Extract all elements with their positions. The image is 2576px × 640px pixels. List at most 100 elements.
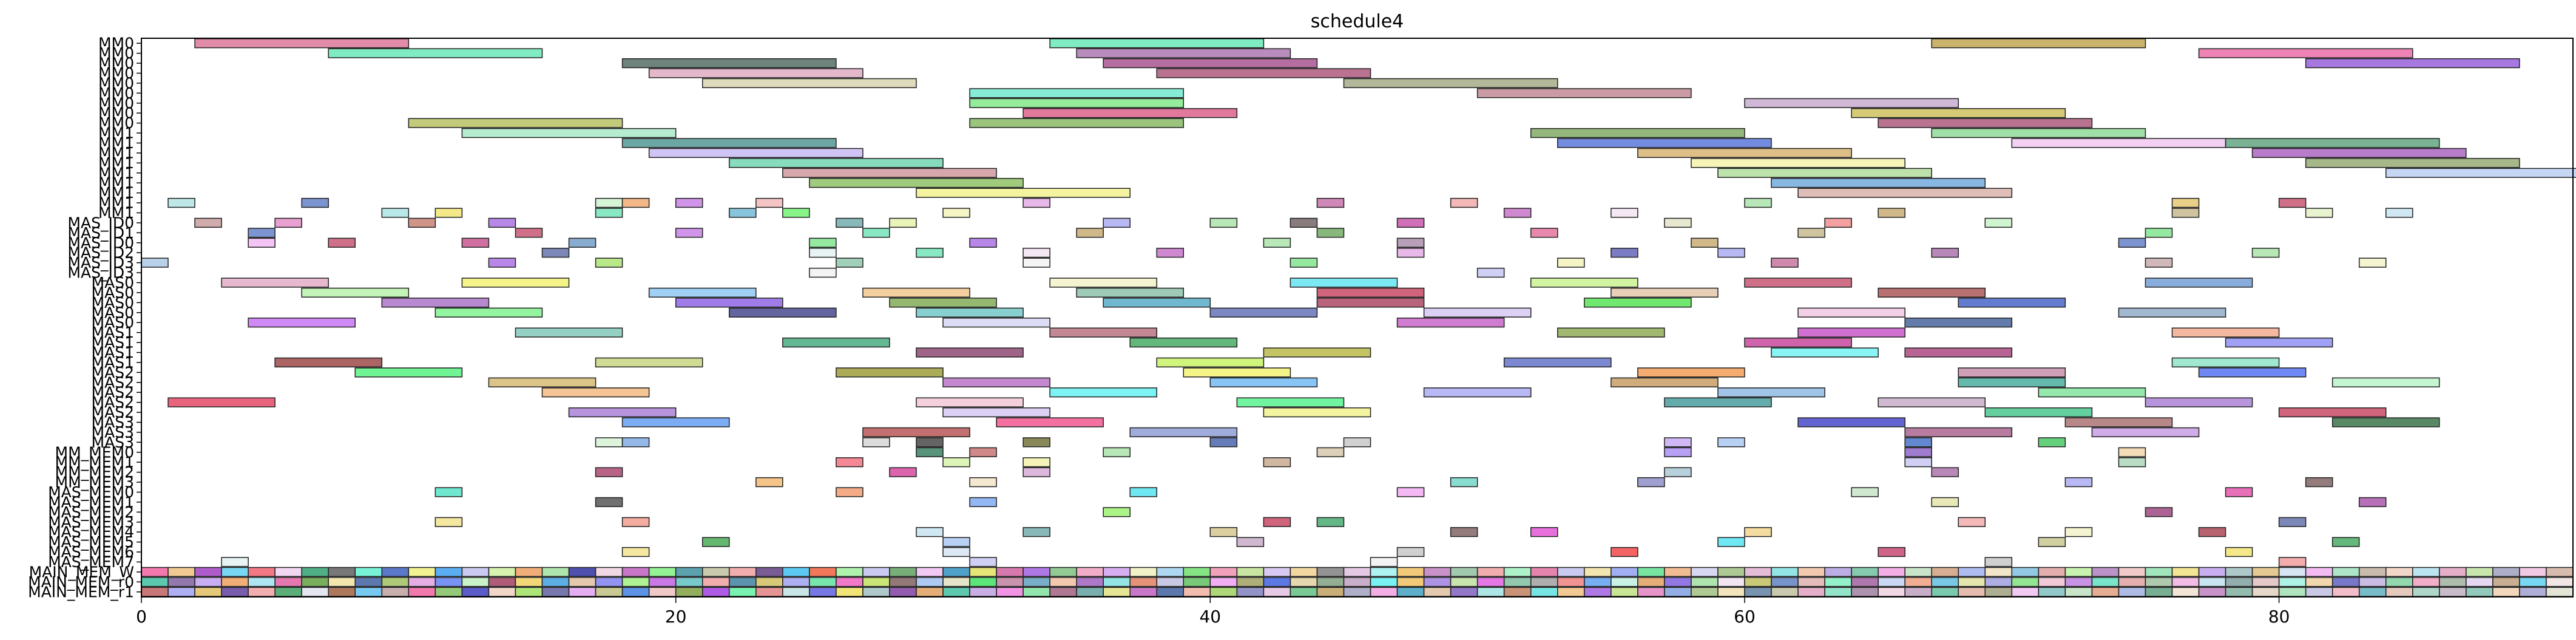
memory-slot-bar — [1637, 577, 1665, 587]
memory-slot-bar — [1316, 587, 1345, 597]
memory-slot-bar — [568, 567, 597, 577]
task-bar — [2225, 337, 2333, 348]
memory-slot-bar — [1049, 587, 1077, 597]
memory-slot-bar — [1797, 577, 1825, 587]
memory-slot-bar — [756, 587, 783, 597]
memory-slot-bar — [1396, 567, 1425, 577]
memory-slot-bar — [541, 577, 570, 587]
memory-slot-bar — [141, 587, 169, 597]
task-bar — [1316, 517, 1345, 527]
task-bar — [1851, 487, 1879, 497]
task-bar — [996, 417, 1104, 427]
memory-slot-bar — [595, 567, 623, 577]
memory-slot-bar — [408, 567, 436, 577]
task-bar — [2305, 58, 2520, 69]
task-bar — [2225, 546, 2253, 557]
memory-slot-bar — [2546, 567, 2574, 577]
task-bar — [1396, 217, 1425, 228]
memory-slot-bar — [1450, 587, 1478, 597]
memory-slot-bar — [408, 587, 436, 597]
memory-slot-bar — [1129, 587, 1158, 597]
task-bar — [862, 437, 890, 448]
task-bar — [889, 298, 997, 308]
x-axis-ticks: 0 20 40 60 80 — [136, 597, 2290, 627]
task-bar — [2385, 208, 2413, 218]
memory-slot-bar — [889, 567, 917, 577]
task-bar — [1797, 307, 1905, 318]
y-tick-label: MAS_MEM4 — [48, 523, 134, 541]
task-bar — [2305, 158, 2520, 168]
memory-slot-bar — [2011, 567, 2040, 577]
task-bar — [1396, 546, 1425, 557]
memory-slot-bar — [2519, 567, 2547, 577]
memory-slot-bar — [782, 587, 810, 597]
task-bar — [1878, 287, 1986, 298]
task-bar — [2038, 437, 2066, 448]
task-bar — [2331, 417, 2440, 427]
task-bar — [648, 148, 864, 158]
memory-slot-bar — [2145, 567, 2173, 577]
task-bar — [1691, 158, 1905, 168]
memory-slot-bar — [354, 577, 383, 587]
y-tick-label: MAS2 — [92, 364, 134, 381]
memory-slot-bar — [2118, 587, 2146, 597]
task-bar — [1717, 248, 1745, 258]
y-tick-label: MAS_MEM1 — [48, 493, 134, 511]
y-tick-label: MM1 — [98, 194, 134, 212]
memory-slot-bar — [2331, 587, 2360, 597]
memory-slot-bar — [221, 587, 249, 597]
y-tick-label: MM0 — [98, 104, 134, 122]
memory-slot-bar — [916, 577, 944, 587]
memory-slot-bar — [1557, 587, 1585, 597]
y-tick-label: MAS_ID0 — [67, 214, 134, 231]
task-bar — [1396, 487, 1425, 497]
memory-slot-bar — [1904, 567, 1932, 577]
task-bar — [1958, 367, 2066, 378]
memory-slot-bar — [541, 567, 570, 577]
memory-slot-bar — [1503, 587, 1532, 597]
memory-slot-bar — [1343, 577, 1371, 587]
memory-slot-bar — [2466, 577, 2493, 587]
memory-slot-bar — [1290, 587, 1318, 597]
memory-slot-bar — [1664, 587, 1692, 597]
memory-slot-bar — [1209, 577, 1238, 587]
task-bar — [1423, 387, 1532, 398]
task-bar — [1530, 128, 1745, 138]
memory-slot-bar — [2412, 587, 2440, 597]
memory-slot-bar — [701, 567, 730, 577]
y-tick-label: MM1 — [98, 154, 134, 172]
memory-slot-bar — [515, 567, 543, 577]
memory-slot-bar — [568, 587, 597, 597]
task-bar — [2198, 527, 2226, 537]
memory-slot-bar — [1023, 587, 1050, 597]
y-tick-label: MM_MEM0 — [55, 443, 134, 461]
memory-slot-bar — [141, 577, 169, 587]
memory-slot-bar — [916, 587, 944, 597]
task-bar — [1076, 228, 1104, 238]
task-bar — [2145, 507, 2173, 517]
task-bar — [942, 546, 970, 557]
task-bar — [728, 208, 757, 218]
task-bar — [434, 307, 543, 318]
task-bar — [595, 497, 623, 508]
task-bar — [1343, 437, 1371, 448]
task-bar — [1744, 98, 1959, 108]
memory-slot-bar — [1103, 577, 1131, 587]
task-bar — [595, 467, 623, 477]
memory-slot-bar — [1851, 567, 1879, 577]
y-tick-label: MAS0 — [92, 274, 134, 291]
memory-slot-bar — [2385, 577, 2413, 587]
memory-slot-bar — [1691, 567, 1719, 577]
task-bar — [141, 257, 169, 268]
task-bar — [1904, 447, 1932, 457]
y-tick-label: MM1 — [98, 184, 134, 202]
memory-slot-bar — [1476, 567, 1505, 577]
memory-slot-bar — [1423, 577, 1452, 587]
memory-slot-bar — [728, 577, 757, 587]
memory-slot-bar — [301, 567, 329, 577]
task-bar — [1637, 148, 1852, 158]
task-bar — [836, 487, 864, 497]
memory-slot-bar — [621, 567, 650, 577]
task-bar — [1103, 507, 1131, 517]
task-bar — [1156, 248, 1185, 258]
